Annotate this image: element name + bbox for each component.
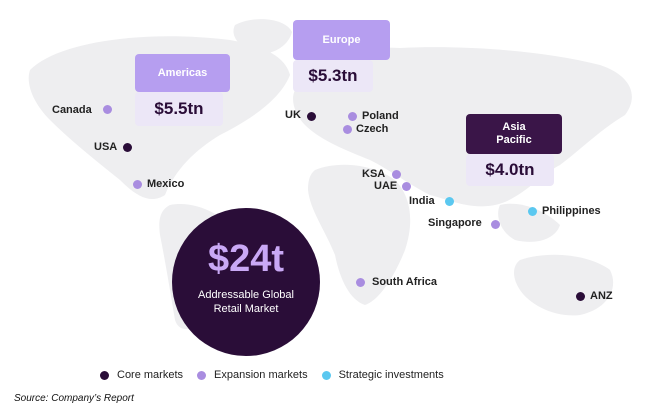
- legend-expansion-dot: [197, 370, 207, 380]
- marker-singapore: [491, 220, 500, 229]
- region-title-asia-pacific: Asia Pacific: [466, 114, 562, 154]
- label-singapore: Singapore: [428, 217, 482, 229]
- label-ksa: KSA: [362, 168, 386, 180]
- marker-ksa: [392, 170, 401, 179]
- marker-philippines: [528, 207, 537, 216]
- legend-strategic-dot: [321, 370, 331, 380]
- marker-mexico: [133, 180, 142, 189]
- africa-shape: [308, 164, 411, 305]
- total-market-circle: $24t Addressable Global Retail Market: [172, 208, 320, 356]
- label-south-africa: South Africa: [372, 276, 437, 288]
- legend-core-label: Core markets: [117, 369, 184, 381]
- legend-core-dot: [100, 370, 109, 380]
- marker-poland: [348, 112, 357, 121]
- region-value-asia-pacific: $4.0tn: [466, 154, 554, 186]
- label-mexico: Mexico: [147, 178, 185, 190]
- source-note: Source: Company’s Report: [14, 393, 134, 404]
- legend-strategic: Strategic investments: [321, 369, 444, 381]
- legend: Core markets Expansion markets Strategic…: [100, 369, 458, 381]
- label-philippines: Philippines: [542, 205, 601, 217]
- marker-uk: [307, 112, 316, 121]
- label-poland: Poland: [362, 110, 399, 122]
- marker-canada: [103, 105, 112, 114]
- marker-anz: [576, 292, 585, 301]
- total-market-value: $24t: [207, 238, 285, 280]
- marker-south-africa: [356, 278, 365, 287]
- total-market-label: Addressable Global Retail Market: [197, 289, 294, 315]
- australia-shape: [514, 254, 614, 316]
- region-value-americas: $5.5tn: [135, 92, 223, 126]
- region-value-europe: $5.3tn: [293, 60, 373, 92]
- southeast-asia-shape: [498, 203, 560, 242]
- marker-usa: [123, 143, 132, 152]
- label-uae: UAE: [374, 180, 398, 192]
- region-title-americas: Americas: [135, 54, 230, 92]
- legend-expansion-label: Expansion markets: [214, 369, 308, 381]
- label-india: India: [409, 195, 435, 207]
- label-usa: USA: [94, 141, 118, 153]
- label-uk: UK: [285, 109, 301, 121]
- legend-expansion: Expansion markets: [197, 369, 308, 381]
- legend-strategic-label: Strategic investments: [338, 369, 444, 381]
- label-canada: Canada: [52, 104, 92, 116]
- marker-czech: [343, 125, 352, 134]
- marker-india: [445, 197, 454, 206]
- marker-uae: [402, 182, 411, 191]
- greenland-shape: [233, 19, 292, 54]
- legend-core: Core markets: [100, 369, 183, 381]
- label-anz: ANZ: [590, 290, 613, 302]
- region-title-europe: Europe: [293, 20, 390, 60]
- label-czech: Czech: [356, 123, 389, 135]
